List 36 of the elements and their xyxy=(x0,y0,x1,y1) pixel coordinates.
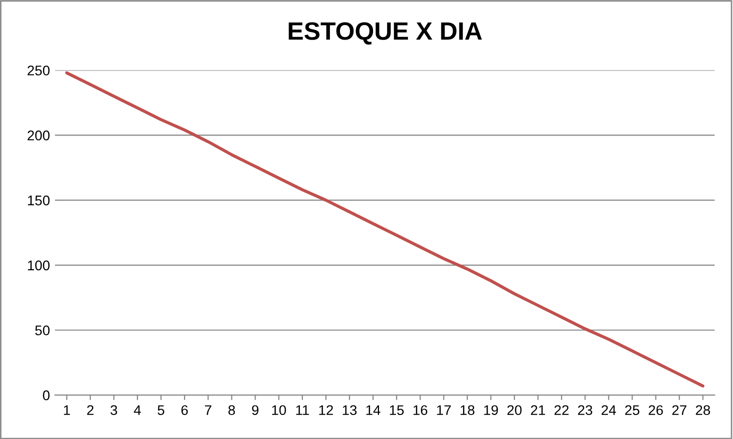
y-tick-label: 150 xyxy=(28,196,50,206)
x-tick-label: 9 xyxy=(252,405,258,416)
x-tick-label: 20 xyxy=(507,405,522,416)
x-tick-label: 4 xyxy=(134,405,141,415)
x-tick-label: 7 xyxy=(204,405,212,415)
x-tick-label: 1 xyxy=(64,405,70,415)
x-tick-label: 3 xyxy=(110,405,118,416)
x-tick-label: 10 xyxy=(272,405,286,416)
chart-title: ESTOQUE X DIA xyxy=(288,22,482,45)
x-tick-label: 8 xyxy=(228,405,235,416)
x-tick-label: 27 xyxy=(672,405,686,415)
x-tick-label: 14 xyxy=(366,405,380,415)
line-series xyxy=(65,71,704,388)
x-tick-label: 25 xyxy=(625,405,640,416)
x-tick-label: 6 xyxy=(181,405,188,416)
y-tick-label: 50 xyxy=(35,325,50,336)
x-tick-label: 24 xyxy=(602,405,616,415)
x-tick-label: 13 xyxy=(342,405,357,416)
x-tick-label: 15 xyxy=(390,405,404,416)
x-tick-label: 19 xyxy=(484,405,498,416)
y-tick-label: 100 xyxy=(28,260,50,270)
x-tick-label: 21 xyxy=(530,405,546,415)
x-tick-label: 23 xyxy=(578,405,592,416)
x-tick-label: 17 xyxy=(437,405,451,415)
x-tick-label: 12 xyxy=(319,405,333,415)
y-tick-label: 200 xyxy=(28,130,50,140)
x-tick-label: 28 xyxy=(696,405,710,416)
x-tick-label: 22 xyxy=(554,405,569,415)
x-tick-label: 26 xyxy=(648,405,663,416)
y-tick-label: 0 xyxy=(42,390,50,400)
x-tick-label: 16 xyxy=(414,405,428,416)
x-tick-label: 2 xyxy=(87,405,94,415)
y-tick-label: 250 xyxy=(28,66,50,76)
x-tick-label: 11 xyxy=(296,405,309,415)
x-tick-label: 5 xyxy=(158,405,164,416)
x-tick-label: 18 xyxy=(460,405,474,416)
